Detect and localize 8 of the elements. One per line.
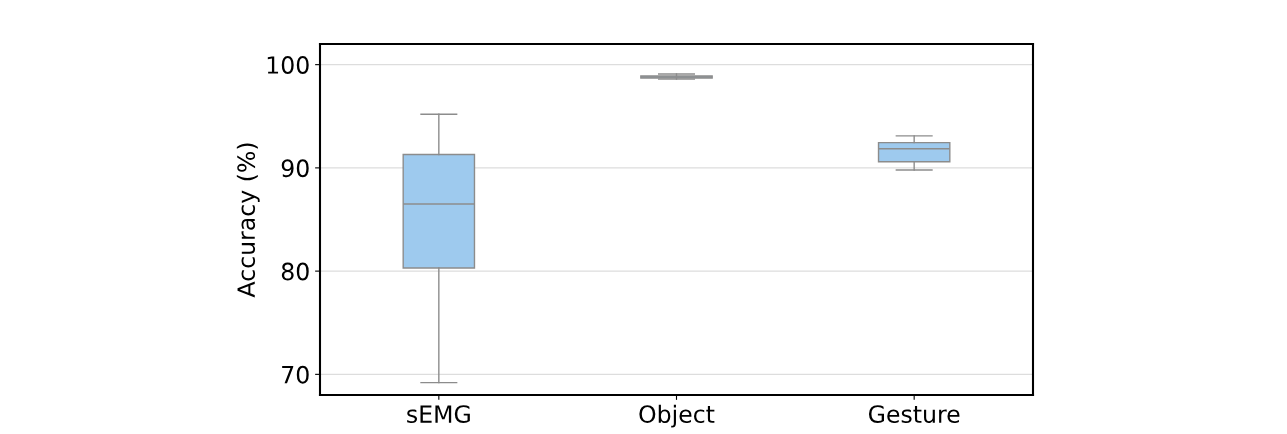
y-tick-label: 70 bbox=[282, 365, 309, 384]
y-tick-label: 100 bbox=[267, 56, 309, 74]
y-tick-label: 90 bbox=[281, 159, 309, 178]
x-tick-label: Gesture bbox=[868, 405, 960, 423]
x-tick-label: sEMG bbox=[407, 405, 470, 423]
x-tick-label: Object bbox=[639, 404, 715, 428]
y-axis-title: Accuracy (%) bbox=[236, 143, 260, 298]
y-tick-label: 80 bbox=[281, 262, 309, 281]
